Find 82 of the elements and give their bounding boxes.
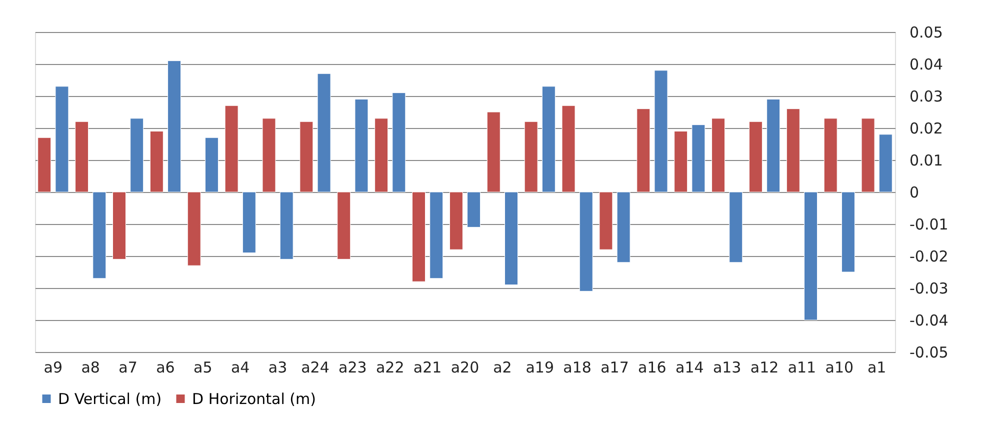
x-tick-label: a14 <box>676 358 704 376</box>
bar <box>337 192 351 260</box>
bar <box>841 192 855 272</box>
x-tick-label: a24 <box>301 358 330 376</box>
bar <box>712 118 726 192</box>
y-tick-label: 0.02 <box>910 120 943 138</box>
bar <box>636 108 650 192</box>
bar <box>38 137 52 192</box>
bar <box>112 192 126 260</box>
x-tick-label: a12 <box>750 358 779 376</box>
bar <box>262 118 276 192</box>
bar <box>374 118 388 192</box>
x-tick-label: a20 <box>450 358 480 376</box>
bar <box>168 60 182 192</box>
y-tick-label: 0.04 <box>910 56 943 74</box>
bar <box>317 73 331 192</box>
bar <box>486 112 500 192</box>
x-tick-label: a13 <box>712 358 742 376</box>
x-tick-label: a16 <box>638 358 666 376</box>
x-tick-label: a5 <box>194 358 212 376</box>
y-tick-label: -0.05 <box>910 344 948 362</box>
bar <box>674 130 688 192</box>
legend-label: D Horizontal (m) <box>192 390 316 408</box>
bar <box>55 86 69 192</box>
bar <box>878 134 892 192</box>
bar <box>150 130 164 192</box>
bar <box>449 192 463 250</box>
x-tick-label: a23 <box>338 358 367 376</box>
y-tick-label: -0.01 <box>910 216 948 234</box>
bar <box>204 137 218 192</box>
bar <box>187 192 201 266</box>
bar <box>504 192 518 286</box>
x-tick-label: a4 <box>230 358 250 376</box>
y-tick-label: 0.05 <box>910 24 943 42</box>
bar <box>392 92 406 192</box>
bar <box>824 118 838 192</box>
bar <box>467 192 481 228</box>
bar <box>300 121 314 192</box>
x-tick-label: a2 <box>493 358 512 376</box>
y-tick-label: -0.03 <box>910 280 948 298</box>
bar <box>654 70 668 192</box>
x-tick-label: a6 <box>156 358 175 376</box>
bar <box>748 121 762 192</box>
y-tick-label: 0 <box>910 184 920 202</box>
x-tick-label: a3 <box>268 358 288 376</box>
x-tick-label: a8 <box>81 358 100 376</box>
bar <box>412 192 426 282</box>
bar <box>130 118 144 192</box>
bar <box>579 192 593 292</box>
bar <box>542 86 556 192</box>
bar <box>224 105 238 192</box>
x-tick-label: a7 <box>118 358 138 376</box>
bar <box>766 98 780 192</box>
bar <box>786 108 800 192</box>
bar <box>861 118 875 192</box>
bar <box>354 98 368 192</box>
bar <box>692 124 706 192</box>
bar <box>599 192 613 250</box>
x-tick-label: a19 <box>526 358 554 376</box>
x-tick-label: a22 <box>376 358 404 376</box>
x-tick-label: a21 <box>413 358 442 376</box>
bar <box>729 192 743 263</box>
bar <box>562 105 576 192</box>
bar <box>75 121 89 192</box>
x-tick-label: a10 <box>825 358 854 376</box>
y-tick-label: 0.03 <box>910 88 943 106</box>
x-tick-label: a9 <box>44 358 63 376</box>
x-tick-label: a11 <box>788 358 816 376</box>
y-tick-label: -0.02 <box>910 248 948 266</box>
bar <box>280 192 294 260</box>
bar <box>92 192 106 279</box>
legend-label: D Vertical (m) <box>58 390 162 408</box>
bar <box>430 192 444 279</box>
bar <box>242 192 256 254</box>
x-tick-label: a18 <box>563 358 592 376</box>
x-tick-label: a1 <box>867 358 886 376</box>
bar <box>524 121 538 192</box>
y-tick-label: -0.04 <box>910 312 948 330</box>
y-tick-label: 0.01 <box>910 152 943 170</box>
x-tick-label: a17 <box>600 358 629 376</box>
bar <box>804 192 818 320</box>
bar <box>616 192 630 263</box>
